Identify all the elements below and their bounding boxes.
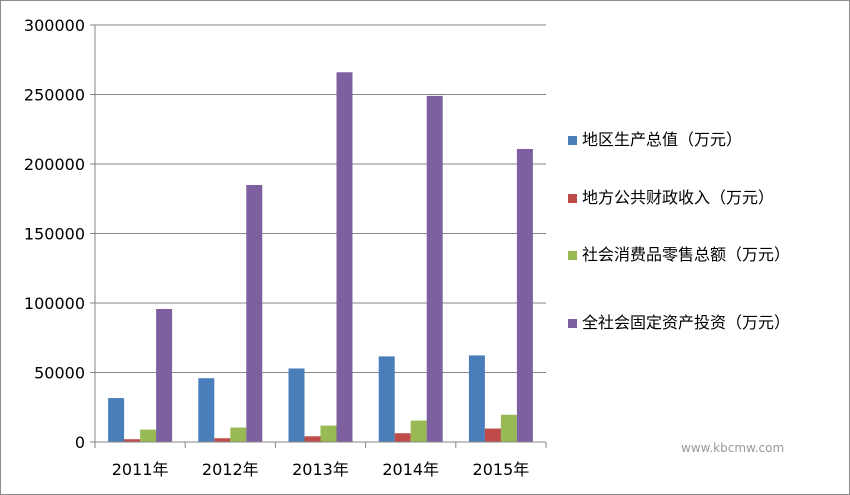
watermark: www.kbcmw.com bbox=[681, 441, 785, 455]
bar bbox=[426, 95, 443, 442]
legend-label: 地方公共财政收入（万元） bbox=[582, 188, 775, 207]
bar bbox=[140, 429, 157, 442]
y-tick-label: 100000 bbox=[24, 294, 85, 313]
bar bbox=[246, 184, 263, 442]
bar bbox=[410, 420, 427, 442]
y-tick-label: 50000 bbox=[34, 364, 85, 383]
y-tick-label: 150000 bbox=[24, 225, 85, 244]
x-tick-label: 2015年 bbox=[473, 460, 530, 479]
legend-item: 地方公共财政收入（万元） bbox=[568, 187, 847, 209]
bar bbox=[336, 72, 353, 442]
legend-label: 地区生产总值（万元） bbox=[582, 130, 743, 149]
bar bbox=[304, 436, 321, 442]
y-tick-label: 200000 bbox=[24, 155, 85, 174]
bar bbox=[214, 438, 231, 442]
y-tick-label: 300000 bbox=[24, 16, 85, 35]
x-tick-label: 2012年 bbox=[202, 460, 259, 479]
bar bbox=[320, 425, 337, 442]
bar bbox=[124, 439, 141, 442]
bar bbox=[500, 414, 517, 442]
x-tick-label: 2011年 bbox=[112, 460, 169, 479]
bar bbox=[230, 427, 247, 442]
y-tick-label: 250000 bbox=[24, 86, 85, 105]
x-tick-label: 2014年 bbox=[382, 460, 439, 479]
legend-swatch bbox=[568, 251, 577, 260]
y-tick-label: 0 bbox=[75, 433, 85, 452]
bar bbox=[108, 398, 125, 442]
bar bbox=[394, 433, 411, 442]
bar bbox=[288, 368, 305, 442]
legend-item: 社会消费品零售总额（万元） bbox=[568, 244, 847, 266]
legend-label: 社会消费品零售总额（万元） bbox=[582, 245, 791, 264]
bar bbox=[378, 356, 395, 442]
bar bbox=[156, 308, 173, 442]
bar bbox=[468, 355, 485, 442]
x-tick-label: 2013年 bbox=[292, 460, 349, 479]
legend-swatch bbox=[568, 319, 577, 328]
legend-item: 全社会固定资产投资（万元） bbox=[568, 312, 847, 334]
legend-swatch bbox=[568, 194, 577, 203]
legend-swatch bbox=[568, 136, 577, 145]
bar bbox=[484, 428, 501, 442]
bar bbox=[198, 378, 215, 442]
bar bbox=[516, 148, 533, 442]
legend-item: 地区生产总值（万元） bbox=[568, 129, 847, 151]
legend-label: 全社会固定资产投资（万元） bbox=[582, 313, 791, 332]
